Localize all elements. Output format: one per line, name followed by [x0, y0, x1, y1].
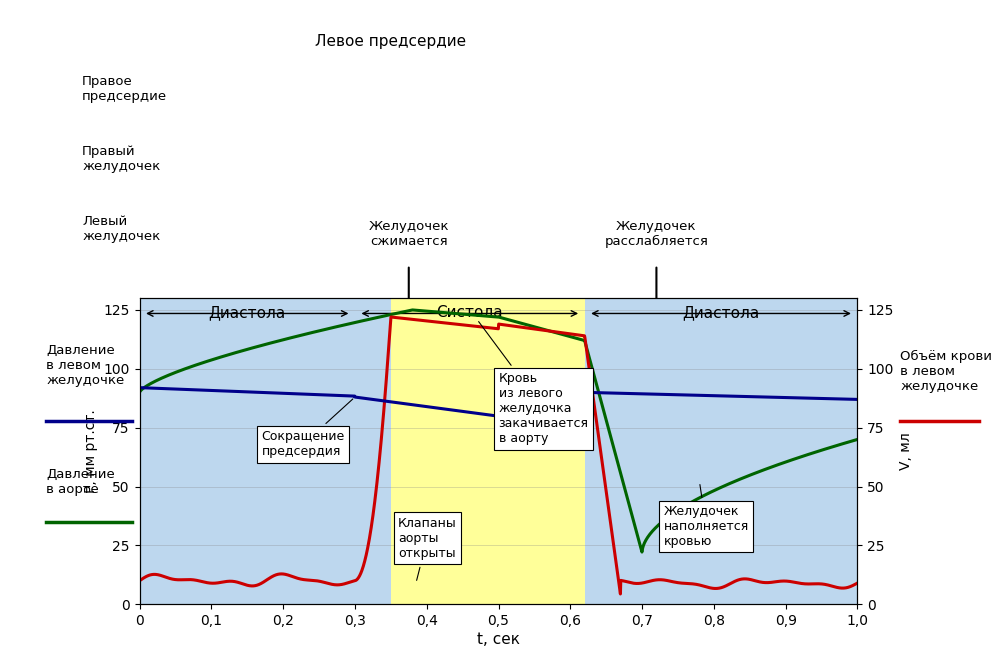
Text: Левое предсердие: Левое предсердие [315, 34, 467, 49]
Text: Диастола: Диастола [208, 305, 286, 320]
Text: Сокращение
предсердия: Сокращение предсердия [261, 399, 353, 458]
X-axis label: t, сек: t, сек [477, 632, 520, 647]
Text: Давление
в левом
желудочке: Давление в левом желудочке [46, 344, 125, 387]
Text: Желудочек
сжимается: Желудочек сжимается [369, 220, 449, 248]
Text: Диастола: Диастола [682, 305, 760, 320]
Text: Желудочек
расслабляется: Желудочек расслабляется [604, 220, 708, 248]
Text: Давление
в аорте: Давление в аорте [46, 468, 115, 496]
Text: Правое
предсердие: Правое предсердие [82, 76, 167, 104]
Bar [355, 298, 584, 604]
Text: Объём крови
в левом
желудочке: Объём крови в левом желудочке [900, 350, 992, 393]
Text: Кровь
из левого
желудочка
закачивается
в аорту: Кровь из левого желудочка закачивается в… [479, 321, 588, 446]
Bar [140, 298, 355, 604]
Bar [584, 298, 857, 604]
Text: Желудочек
наполняется
кровью: Желудочек наполняется кровью [664, 485, 749, 548]
Bar [391, 298, 584, 604]
Y-axis label: V, мл: V, мл [899, 432, 913, 470]
Text: Правый
желудочек: Правый желудочек [82, 145, 161, 173]
Text: Систола: Систола [437, 305, 503, 320]
Text: Клапаны
аорты
открыты: Клапаны аорты открыты [398, 517, 457, 580]
Y-axis label: P, мм рт.ст.: P, мм рт.ст. [84, 409, 98, 493]
Text: Левый
желудочек: Левый желудочек [82, 214, 161, 242]
